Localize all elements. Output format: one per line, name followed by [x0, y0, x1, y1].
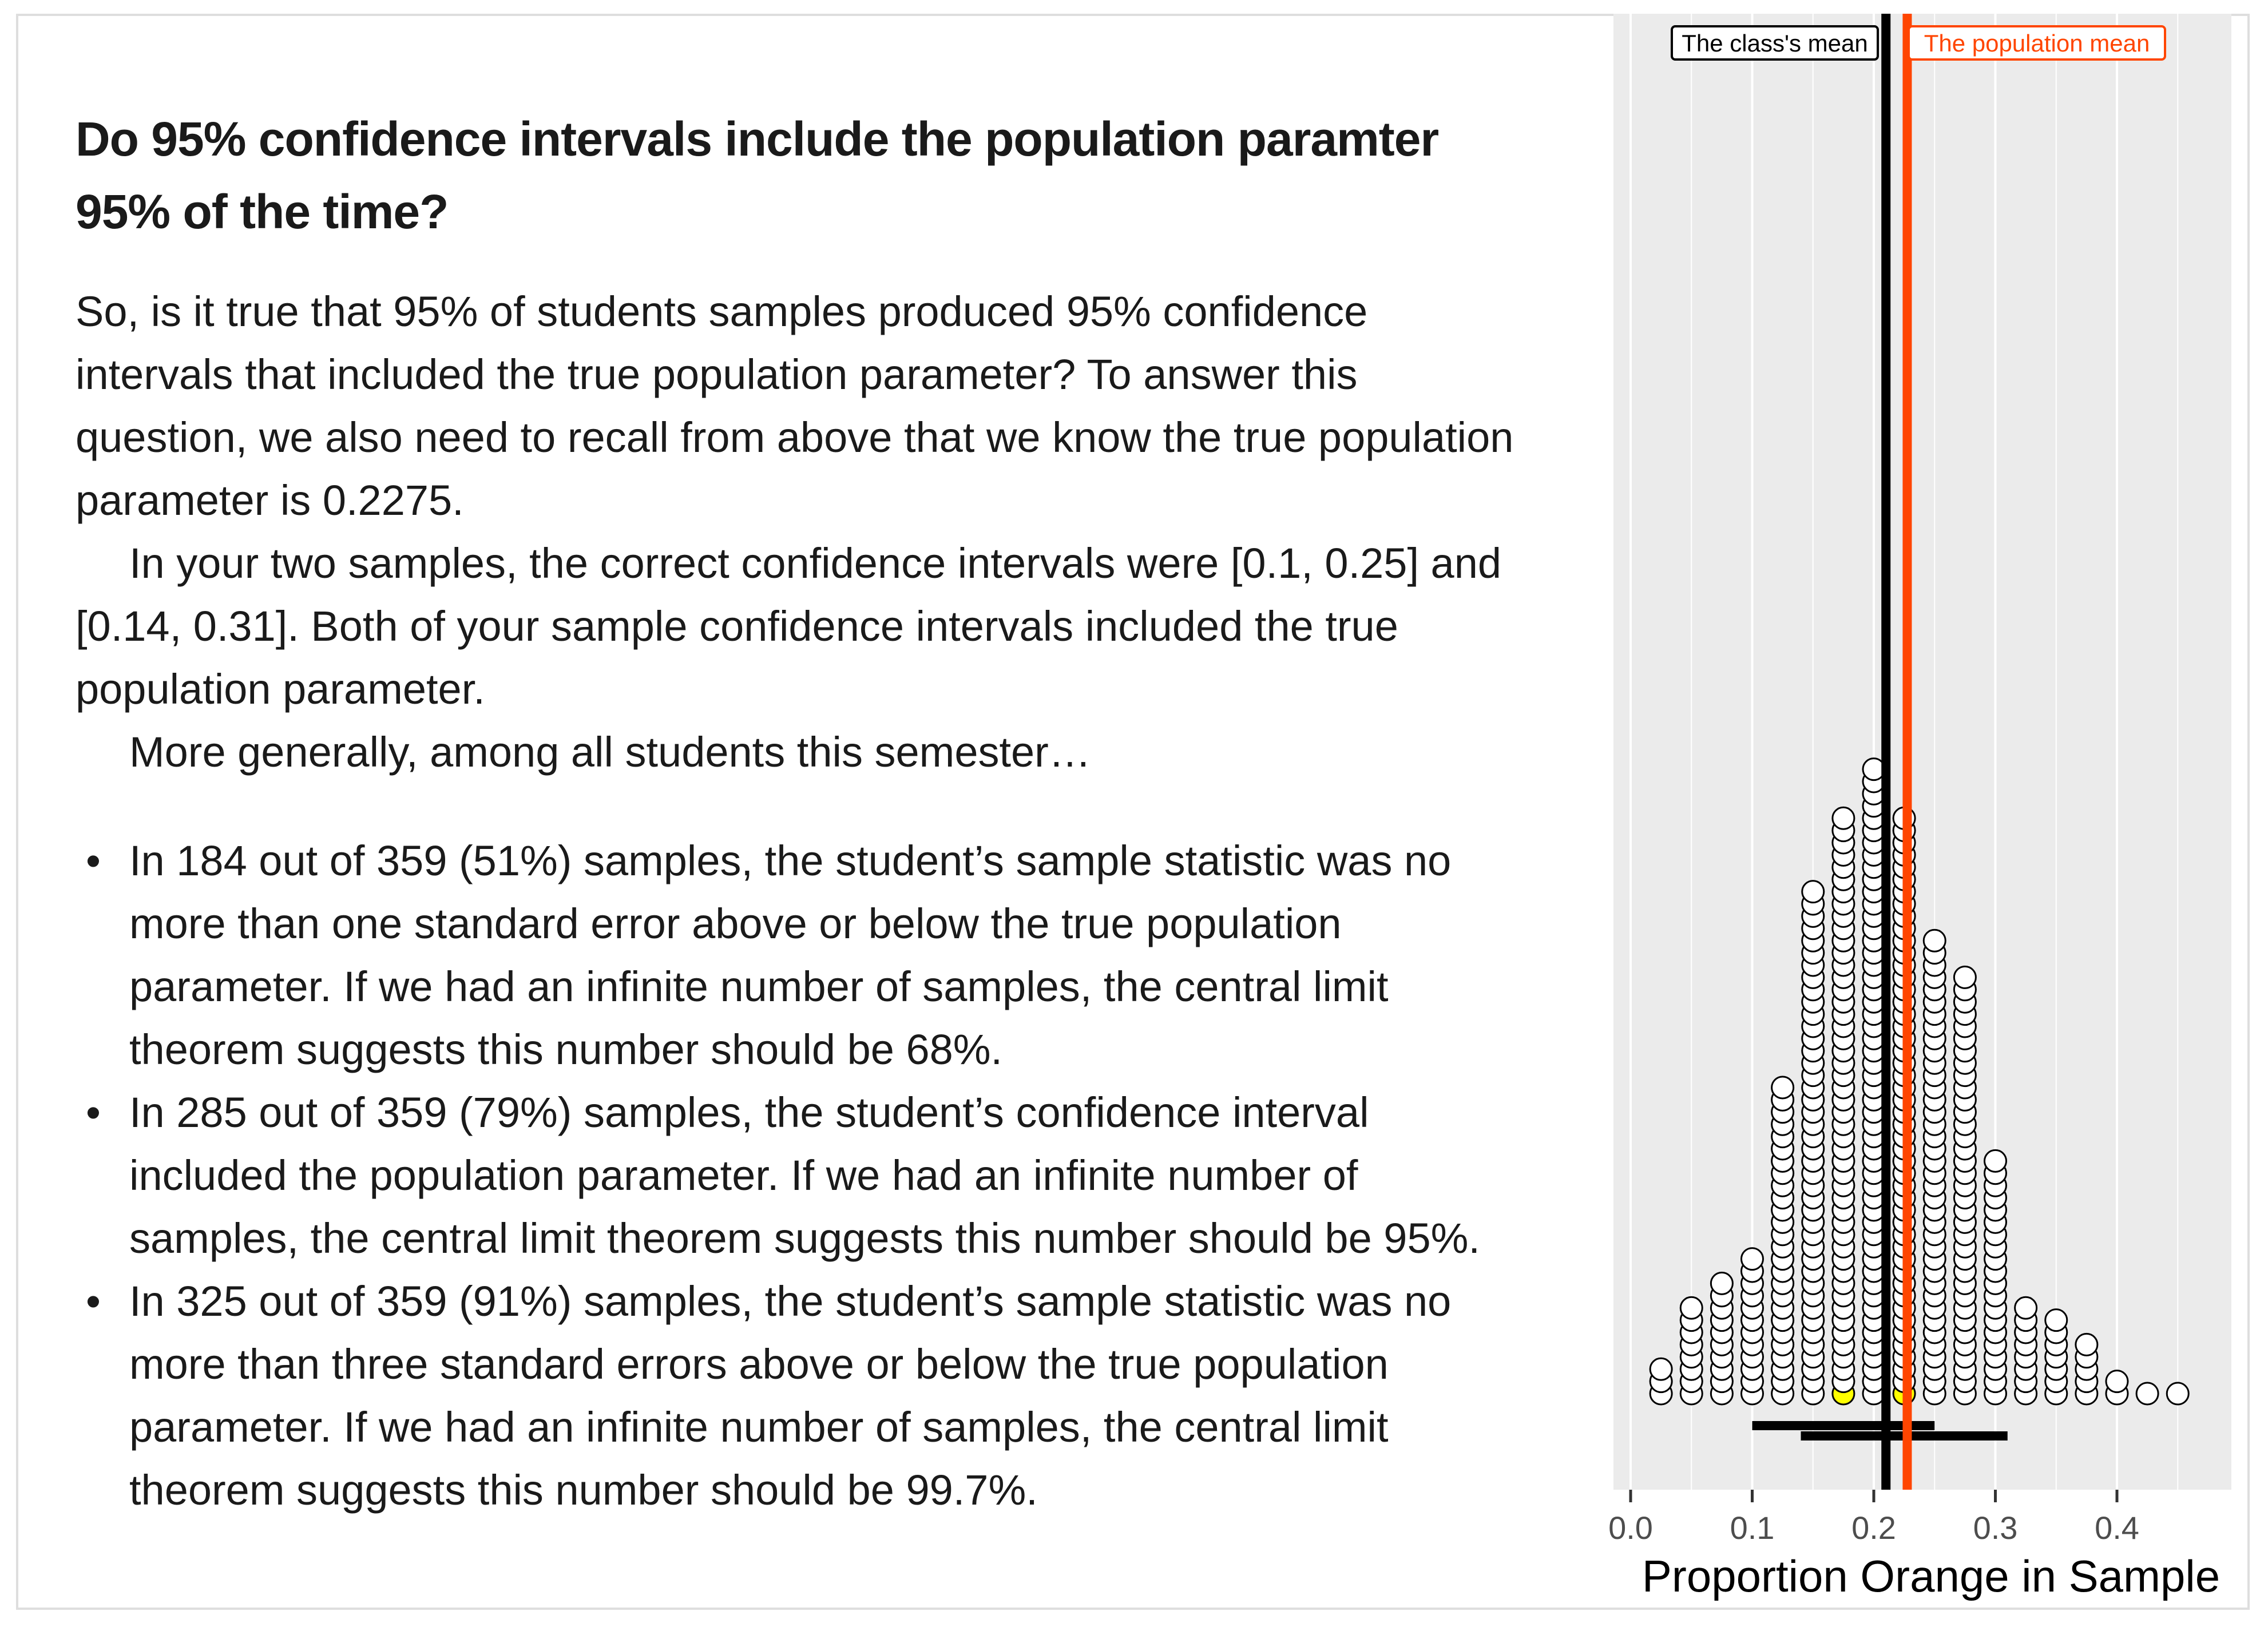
article-paragraph-2: In your two samples, the correct confide…: [76, 539, 1502, 713]
population-mean-label: The population mean: [1924, 30, 2150, 57]
mean-labels: The class's mean The population mean: [1671, 25, 2166, 61]
x-axis-tick-label: 0.3: [1973, 1510, 2018, 1546]
sample-dot: [1679, 1296, 1703, 1320]
sample-dot: [1710, 1271, 1734, 1295]
sample-dot: [2044, 1308, 2068, 1332]
results-list-item: • In 325 out of 359 (91%) samples, the s…: [76, 1270, 1517, 1522]
sample-dot: [1649, 1357, 1673, 1381]
sample-dot: [2014, 1296, 2038, 1320]
population-mean-label-box: [1908, 25, 2166, 61]
bullet-icon: •: [86, 1089, 101, 1136]
x-axis-tick-label: 0.2: [1851, 1510, 1896, 1546]
sample-dot: [1922, 928, 1946, 953]
sample-dot: [2166, 1382, 2190, 1406]
sample-dot: [1953, 965, 1977, 989]
x-axis-tick-label: 0.0: [1608, 1510, 1653, 1546]
sample-dot: [1831, 806, 1855, 830]
sample-dot: [1801, 880, 1825, 904]
dotplot-chart: 0.0 0.1 0.2 0.3 0.4 The class's mean The pop…: [1602, 14, 2250, 1610]
article-paragraph-3: More generally, among all students this …: [129, 728, 1091, 776]
sample-dot: [2105, 1370, 2129, 1394]
results-list-item: • In 184 out of 359 (51%) samples, the s…: [76, 830, 1517, 1081]
bullet-icon: •: [86, 837, 101, 884]
class-mean-label: The class's mean: [1682, 30, 1867, 57]
dotplot-svg: 0.0 0.1 0.2 0.3 0.4 The class's mean The pop…: [1608, 14, 2231, 1601]
results-list-item-text: In 184 out of 359 (51%) samples, the stu…: [129, 837, 1452, 1073]
x-axis: 0.0 0.1 0.2 0.3 0.4: [1608, 1490, 2139, 1546]
results-list-item-text: In 325 out of 359 (91%) samples, the stu…: [129, 1277, 1452, 1514]
results-list: • In 184 out of 359 (51%) samples, the s…: [76, 830, 1517, 1522]
plot-panel-background: [1613, 14, 2231, 1490]
sample-dot: [1984, 1149, 2007, 1173]
sample-dot: [2135, 1382, 2159, 1406]
results-list-item: • In 285 out of 359 (79%) samples, the s…: [76, 1081, 1517, 1270]
results-list-item-text: In 285 out of 359 (79%) samples, the stu…: [129, 1089, 1480, 1262]
x-axis-title: Proportion Orange in Sample: [1642, 1551, 2220, 1601]
sample-dot: [1740, 1247, 1764, 1271]
sample-dot: [2075, 1332, 2099, 1356]
dots-layer: [1649, 757, 2190, 1406]
article-text: Do 95% confidence intervals include the …: [76, 103, 1517, 1522]
mean-lines: [1881, 14, 1912, 1490]
class-mean-label-box: [1671, 25, 1879, 61]
article-paragraph-1: So, is it true that 95% of students samp…: [76, 288, 1514, 524]
bullet-icon: •: [86, 1277, 101, 1325]
x-axis-tick-label: 0.1: [1730, 1510, 1775, 1546]
sample-dot: [1771, 1076, 1795, 1100]
x-axis-tick-label: 0.4: [2095, 1510, 2139, 1546]
article-heading: Do 95% confidence intervals include the …: [76, 112, 1439, 239]
